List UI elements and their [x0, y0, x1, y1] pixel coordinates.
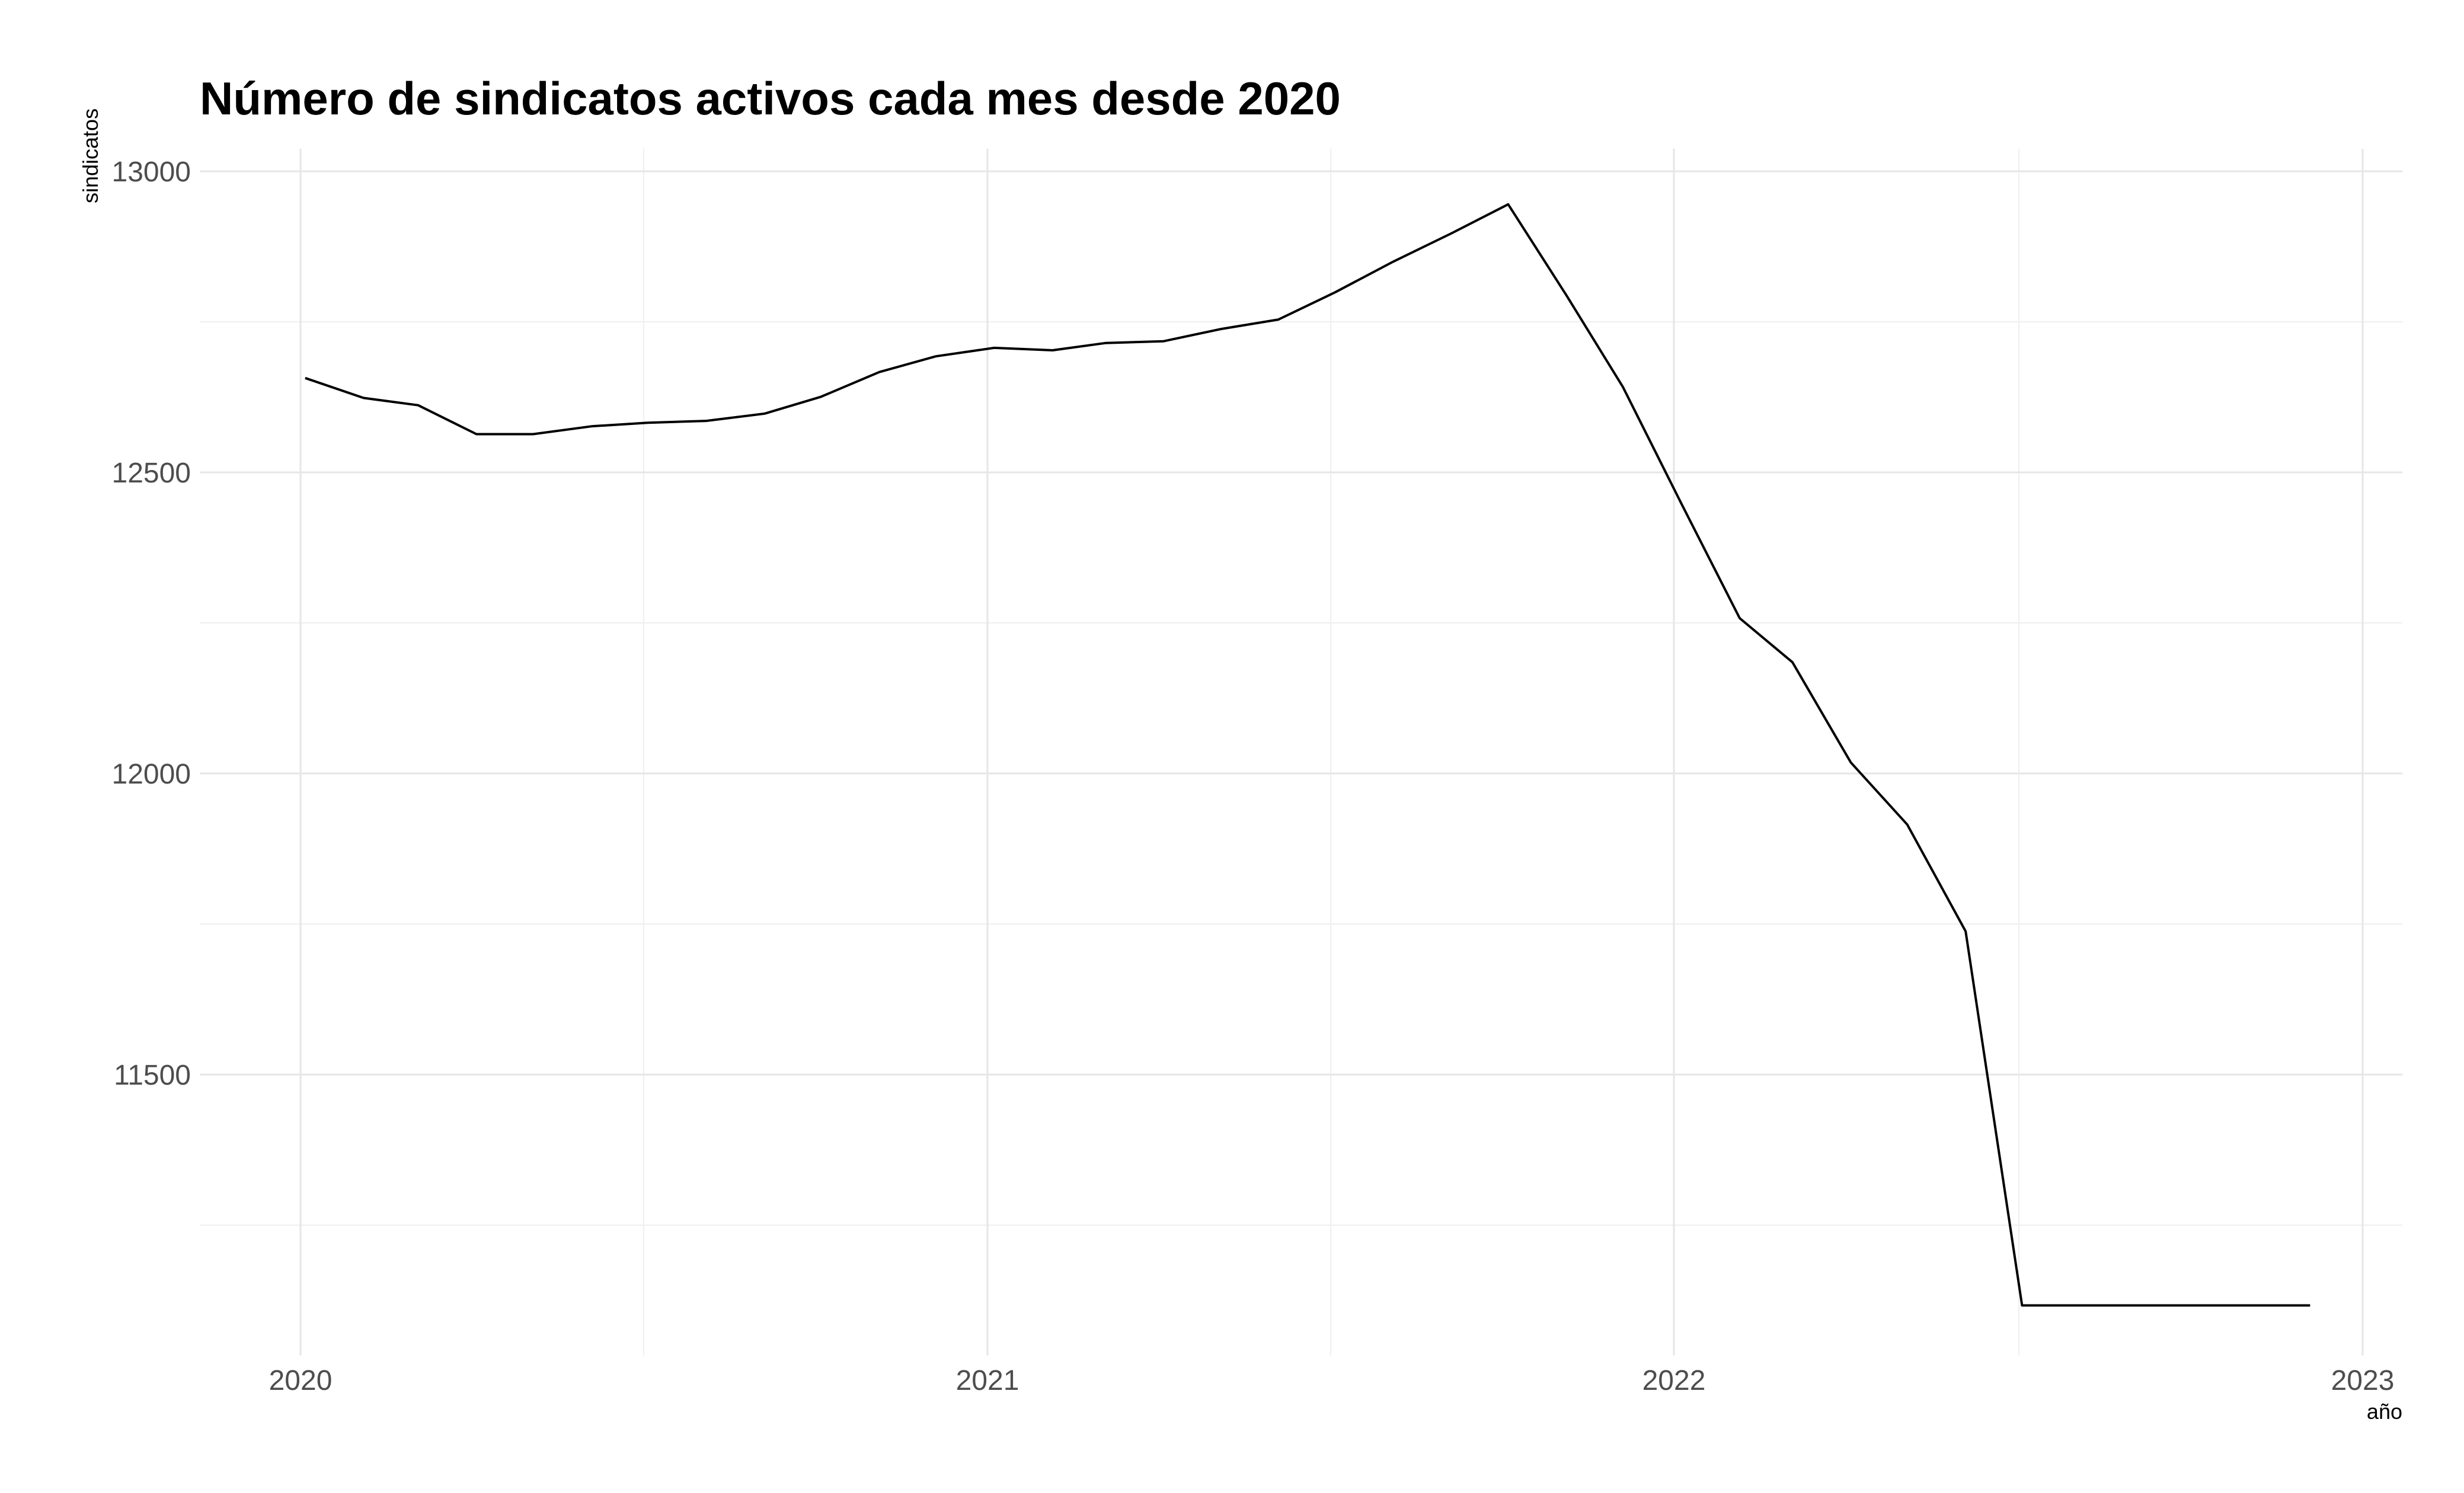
series-layer	[305, 203, 2310, 1307]
y-tick-label: 11500	[114, 1060, 191, 1091]
chart-title: Número de sindicatos activos cada mes de…	[200, 72, 1341, 124]
x-tick-labels: 2020 2021 2022 2023	[269, 1365, 2395, 1396]
x-tick-label: 2021	[956, 1365, 1020, 1396]
y-tick-label: 12500	[112, 458, 191, 489]
y-axis-title: sindicatos	[78, 108, 103, 203]
y-tick-label: 13000	[112, 156, 191, 188]
y-tick-label: 12000	[112, 759, 191, 790]
x-tick-label: 2023	[2331, 1365, 2395, 1396]
x-axis-title: año	[2367, 1399, 2402, 1424]
series-line-0	[305, 203, 2310, 1307]
y-tick-labels: 11500 12000 12500 13000	[112, 156, 191, 1091]
minor-grid	[200, 149, 2402, 1355]
x-tick-label: 2022	[1642, 1365, 1706, 1396]
major-grid	[200, 149, 2402, 1355]
x-tick-label: 2020	[269, 1365, 333, 1396]
